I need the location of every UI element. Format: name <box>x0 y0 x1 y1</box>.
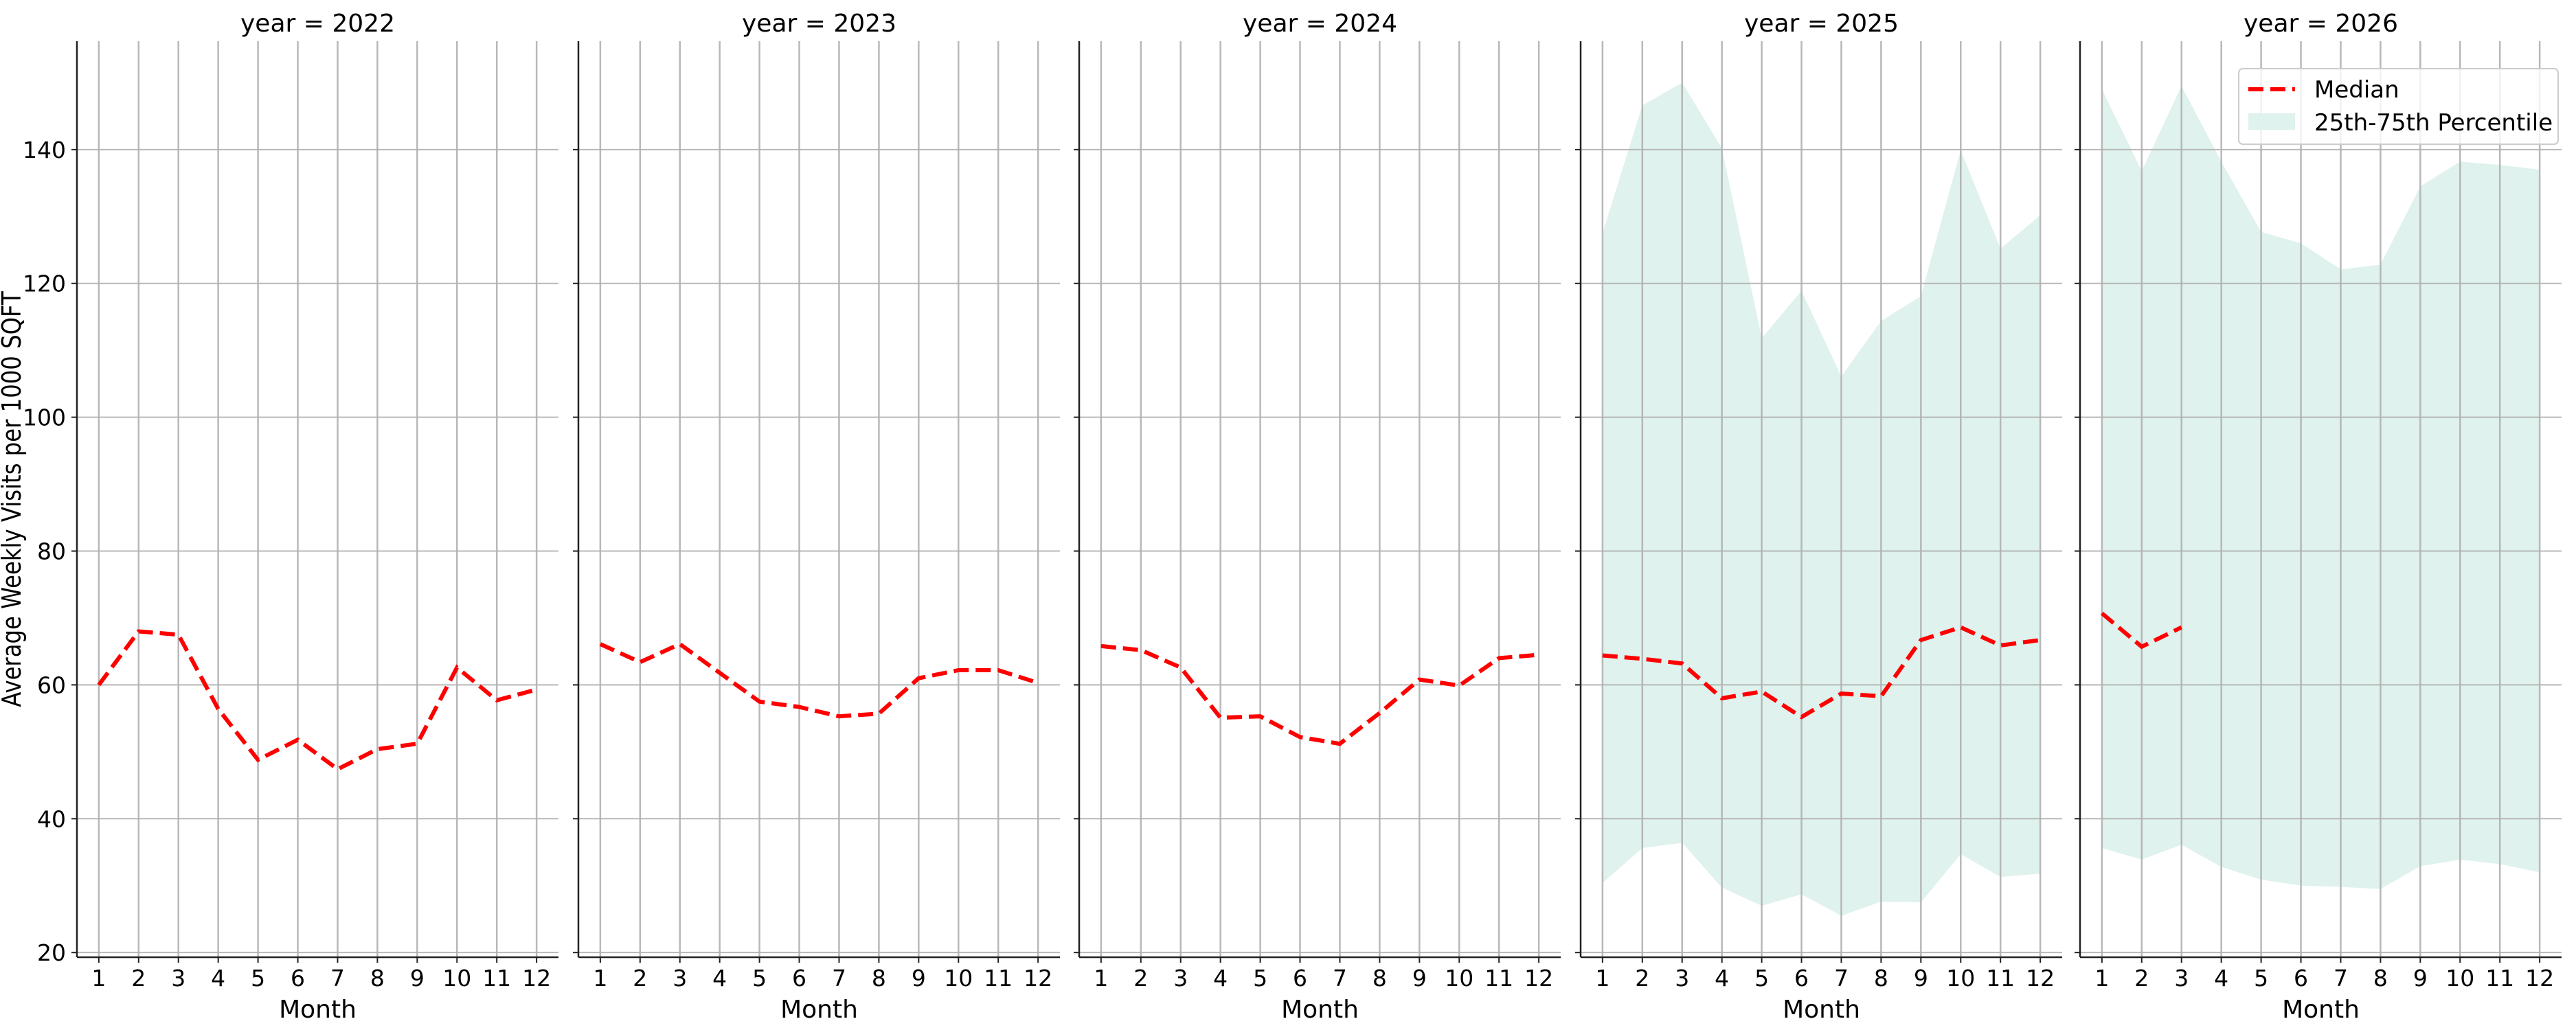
x-tick-label: 11 <box>1986 965 2015 992</box>
x-tick-label: 8 <box>1874 965 1888 992</box>
y-tick-label: 140 <box>23 137 66 163</box>
x-tick-label: 2 <box>1133 965 1148 992</box>
x-tick-label: 7 <box>1834 965 1849 992</box>
x-tick-label: 10 <box>2445 965 2474 992</box>
x-tick-label: 4 <box>1715 965 1729 992</box>
x-tick-label: 8 <box>370 965 385 992</box>
x-tick-label: 4 <box>712 965 727 992</box>
x-tick-label: 1 <box>2094 965 2109 992</box>
x-tick-label: 11 <box>482 965 511 992</box>
x-tick-label: 9 <box>1914 965 1928 992</box>
x-tick-label: 2 <box>633 965 647 992</box>
x-tick-label: 5 <box>1253 965 1267 992</box>
legend-frame <box>2238 68 2559 145</box>
x-tick-label: 3 <box>673 965 687 992</box>
x-tick-label: 9 <box>1412 965 1427 992</box>
x-tick-label: 5 <box>752 965 767 992</box>
x-tick-label: 10 <box>944 965 973 992</box>
x-tick-label: 12 <box>522 965 551 992</box>
y-axis-label: Average Weekly Visits per 1000 SQFT <box>0 291 27 707</box>
x-tick-label: 2 <box>2134 965 2149 992</box>
x-tick-label: 11 <box>2485 965 2514 992</box>
x-axis-label: Month <box>1281 996 1359 1024</box>
y-tick-label: 40 <box>37 805 66 832</box>
x-tick-label: 7 <box>2334 965 2348 992</box>
x-axis-label: Month <box>279 996 357 1024</box>
median-line <box>1100 643 1539 746</box>
x-tick-label: 8 <box>2373 965 2388 992</box>
x-tick-label: 12 <box>1524 965 1553 992</box>
x-tick-label: 8 <box>1372 965 1387 992</box>
x-tick-label: 6 <box>792 965 806 992</box>
x-tick-label: 10 <box>1946 965 1975 992</box>
legend: Median 25th-75th Percentile <box>2238 68 2559 145</box>
x-tick-label: 5 <box>251 965 265 992</box>
x-tick-label: 6 <box>1293 965 1307 992</box>
x-tick-label: 2 <box>131 965 146 992</box>
panel-title: year = 2024 <box>1243 10 1397 38</box>
x-tick-label: 9 <box>2413 965 2428 992</box>
median-line <box>1602 625 2041 720</box>
x-tick-label: 1 <box>1595 965 1609 992</box>
x-tick-label: 11 <box>984 965 1013 992</box>
x-tick-label: 2 <box>1635 965 1649 992</box>
x-tick-label: 11 <box>1484 965 1513 992</box>
x-tick-label: 4 <box>2214 965 2228 992</box>
x-tick-label: 1 <box>593 965 607 992</box>
x-tick-label: 9 <box>410 965 425 992</box>
x-tick-label: 5 <box>1754 965 1769 992</box>
x-tick-label: 6 <box>2294 965 2308 992</box>
x-tick-label: 1 <box>91 965 106 992</box>
panel-title: year = 2026 <box>2244 10 2398 38</box>
percentile-band <box>1602 82 2041 916</box>
x-tick-label: 10 <box>442 965 471 992</box>
x-tick-label: 1 <box>1094 965 1108 992</box>
median-line <box>599 641 1039 719</box>
legend-band-swatch <box>2248 113 2295 130</box>
x-tick-label: 6 <box>1794 965 1809 992</box>
x-axis-label: Month <box>2282 996 2360 1024</box>
x-tick-label: 4 <box>1213 965 1228 992</box>
panel-title: year = 2022 <box>240 10 395 38</box>
x-tick-label: 3 <box>2174 965 2189 992</box>
x-tick-label: 3 <box>1173 965 1188 992</box>
legend-label: 25th-75th Percentile <box>2314 109 2553 137</box>
x-tick-label: 12 <box>2525 965 2554 992</box>
legend-label: Median <box>2314 76 2399 104</box>
percentile-band <box>2101 86 2540 889</box>
y-tick-label: 60 <box>37 672 66 698</box>
x-tick-label: 10 <box>1445 965 1473 992</box>
x-tick-label: 5 <box>2254 965 2268 992</box>
x-tick-label: 7 <box>330 965 345 992</box>
x-tick-label: 8 <box>872 965 886 992</box>
y-tick-label: 120 <box>23 271 66 297</box>
median-line <box>97 629 537 772</box>
x-tick-label: 7 <box>832 965 846 992</box>
y-tick-label: 100 <box>23 404 66 431</box>
y-tick-label: 20 <box>37 939 66 966</box>
x-tick-label: 6 <box>291 965 305 992</box>
x-tick-label: 12 <box>2026 965 2055 992</box>
x-tick-label: 4 <box>211 965 225 992</box>
x-axis-label: Month <box>1783 996 1860 1024</box>
y-tick-label: 80 <box>37 538 66 565</box>
x-tick-label: 12 <box>1024 965 1052 992</box>
x-tick-label: 3 <box>171 965 185 992</box>
x-tick-label: 3 <box>1675 965 1689 992</box>
x-axis-label: Month <box>780 996 858 1024</box>
x-tick-label: 7 <box>1333 965 1347 992</box>
panel-title: year = 2025 <box>1744 10 1899 38</box>
panel-title: year = 2023 <box>742 10 896 38</box>
x-tick-label: 9 <box>912 965 926 992</box>
